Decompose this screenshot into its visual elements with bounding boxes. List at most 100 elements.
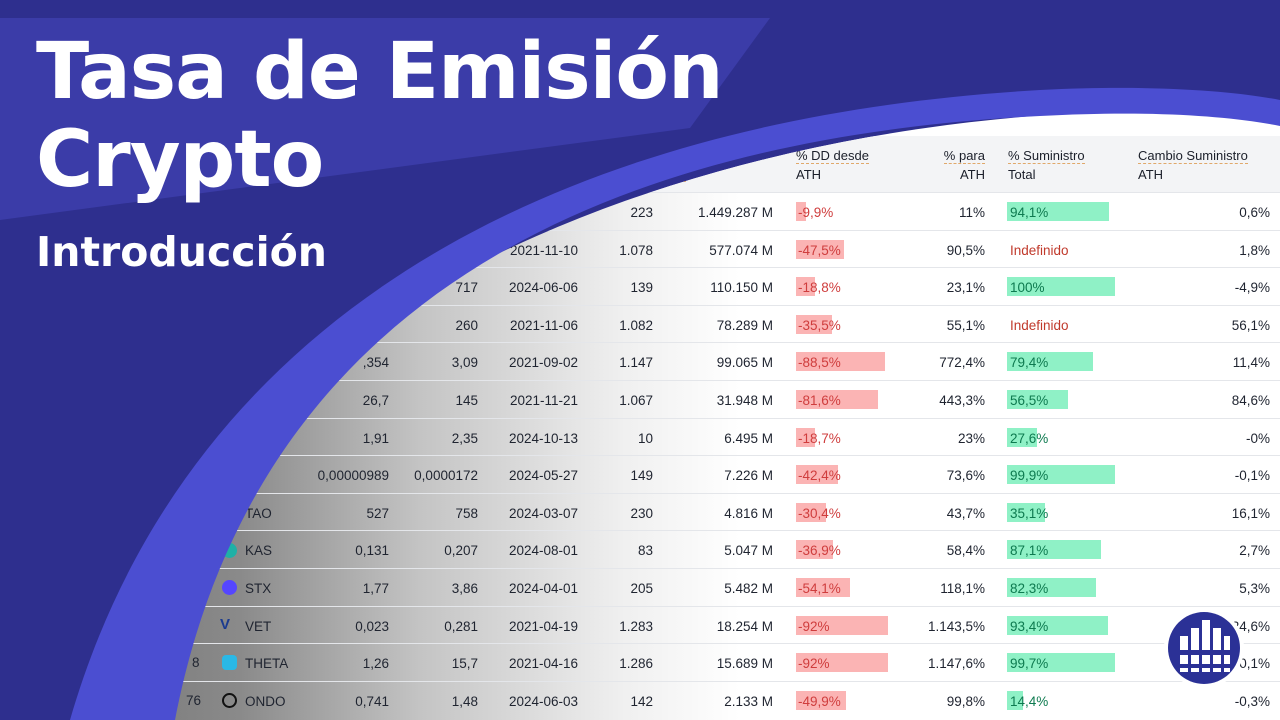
to-ath-cell: 1.143,5% (927, 618, 985, 634)
table-row[interactable]: 1,91 2,35 2024-10-13 10 6.495 M -18,7% 23% 27,6… (100, 417, 1280, 457)
ath-price-cell: 717 (455, 280, 478, 296)
drawdown-cell: -81,6% (798, 393, 841, 408)
table-row[interactable]: TAO 527 758 2024-03-07 230 4.816 M -30,4% 43,7%… (100, 492, 1280, 532)
supply-bar (1007, 202, 1109, 221)
drawdown-cell: -92% (798, 618, 830, 634)
days-cell: 83 (637, 543, 653, 559)
drawdown-bar (796, 277, 815, 297)
drawdown-bar (796, 465, 839, 485)
drawdown-cell: -88,5% (798, 355, 841, 371)
supply-cell: Indefinido (1010, 317, 1069, 333)
drawdown-cell: -9,9% (798, 205, 834, 220)
coin-ticker: VET (245, 618, 272, 634)
to-ath-cell: 118,1% (940, 581, 985, 596)
to-ath-cell: 443,3% (939, 393, 985, 408)
supply-bar (1007, 390, 1069, 409)
drawdown-cell: -35,5% (798, 317, 841, 333)
days-cell: 223 (630, 205, 653, 220)
drawdown-cell: -54,1% (798, 581, 841, 596)
to-ath-cell: 55,1% (946, 317, 985, 333)
to-ath-cell: 73,6% (946, 468, 985, 484)
header-supply[interactable]: % Suministro Total (1008, 148, 1085, 182)
building-logo-icon (1164, 608, 1244, 688)
drawdown-bar (796, 540, 833, 560)
supply-cell: 94,1% (1010, 205, 1049, 220)
table-row[interactable]: PE0,000009890,00001722024-05-271497.226 … (100, 455, 1280, 494)
market-cap-cell: 18.254 M (716, 618, 773, 634)
supply-cell: 100% (1010, 280, 1045, 296)
market-cap-cell: 6.495 M (724, 430, 773, 446)
drawdown-bar (796, 578, 851, 597)
coin-ticker: ONDO (245, 693, 286, 709)
drawdown-bar (796, 352, 885, 372)
days-cell: 142 (630, 693, 653, 709)
drawdown-cell: -18,7% (798, 430, 841, 446)
table-row[interactable]: 717 2024-06-06 139 110.150 M -18,8% 23,1% 100%… (100, 267, 1280, 306)
ath-date-cell: 2024-03-07 (508, 505, 578, 521)
supply-change-cell: 11,4% (1232, 355, 1270, 371)
supply-change-cell: 5,3% (1239, 581, 1270, 596)
ath-date-cell: 2024-06-03 (508, 693, 578, 709)
table-row[interactable]: 26,7 145 2021-11-21 1.067 31.948 M -81,6% 443,… (100, 380, 1280, 419)
to-ath-cell: 99,8% (946, 693, 985, 709)
ath-date-cell: 2021-11-06 (509, 317, 578, 333)
header-para-ath[interactable]: % para ATH (943, 148, 985, 182)
coin-ticker: THETA (245, 656, 289, 672)
ath-price-cell: 2,35 (451, 430, 478, 446)
market-cap-cell: 5.047 M (724, 543, 773, 559)
to-ath-cell: 90,5% (946, 242, 985, 258)
supply-change-cell: 84,6% (1231, 393, 1270, 408)
supply-bar (1007, 540, 1102, 560)
ath-price-cell: 15,7 (451, 656, 478, 672)
days-cell: 205 (630, 581, 653, 596)
supply-change-cell: 2,7% (1239, 543, 1270, 559)
ath-price-cell: 0,207 (444, 543, 478, 559)
supply-cell: 27,6% (1010, 430, 1049, 446)
row-index-fragment: 8 (192, 655, 200, 670)
ath-date-cell: 2021-09-02 (508, 355, 578, 371)
supply-cell: 99,9% (1010, 468, 1049, 484)
table-row[interactable]: STX 1,77 3,86 2024-04-01 205 5.482 M -54,1% 118… (100, 568, 1280, 607)
supply-bar (1007, 352, 1093, 372)
to-ath-cell: 772,4% (939, 355, 985, 371)
market-cap-cell: 110.150 M (710, 280, 773, 296)
days-cell: 1.082 (619, 317, 653, 333)
market-cap-cell: 15.689 M (716, 656, 773, 672)
ath-date-cell: 2024-04-01 (508, 581, 578, 596)
drawdown-cell: -36,9% (798, 543, 841, 559)
table-row[interactable]: ,354 3,09 2021-09-02 1.147 99.065 M -88,5% 772… (100, 342, 1280, 381)
price-cell: 0,023 (355, 618, 389, 634)
supply-change-cell: 1,8% (1239, 242, 1270, 258)
market-cap-cell: 1.449.287 M (697, 205, 773, 220)
row-index-fragment: 76 (186, 693, 202, 708)
table-row[interactable]: 223 1.449.287 M -9,9% 11% 94,1% 0,6% (100, 192, 1280, 231)
header-dd[interactable]: % DD desde ATH (796, 148, 869, 182)
table-row[interactable]: ONDO 0,741 1,48 2024-06-03 142 2.133 M -49,9% 9… (100, 680, 1280, 720)
table-row[interactable]: 2021-11-10 1.078 577.074 M -47,5% 90,5% Indef… (100, 229, 1280, 269)
coin-ticker: STX (245, 581, 272, 596)
days-cell: 139 (630, 280, 653, 296)
market-cap-cell: 577.074 M (709, 242, 773, 258)
supply-bar (1007, 502, 1045, 522)
ath-date-cell: 2021-11-10 (509, 242, 578, 258)
ath-price-cell: 3,09 (451, 355, 478, 371)
table-row[interactable]: KAS 0,131 0,207 2024-08-01 83 5.047 M -36,9% 58… (100, 530, 1280, 569)
table-row[interactable]: 260 2021-11-06 1.082 78.289 M -35,5% 55,1% Ind… (100, 304, 1280, 344)
drawdown-bar (796, 390, 878, 409)
price-cell: 1,26 (362, 656, 389, 672)
price-cell: ,354 (362, 355, 389, 371)
ath-date-cell: 2021-04-16 (508, 656, 578, 672)
stacks-icon (222, 580, 237, 595)
table-row[interactable]: VET 0,023 0,281 2021-04-19 1.283 18.254 M -92%… (100, 605, 1280, 645)
table-row[interactable]: THETA 1,26 15,7 2021-04-16 1.286 15.689 M -92%… (100, 643, 1280, 682)
to-ath-cell: 23,1% (946, 280, 985, 296)
supply-cell: 14,4% (1010, 693, 1049, 709)
supply-cell: 56,5% (1010, 393, 1049, 408)
header-supply-change[interactable]: Cambio Suministro ATH (1138, 148, 1248, 182)
days-cell: 1.067 (619, 393, 653, 408)
theta-icon (222, 655, 237, 670)
ath-date-cell: 2021-04-19 (508, 618, 578, 634)
supply-bar (1007, 427, 1037, 447)
drawdown-bar (796, 653, 888, 673)
